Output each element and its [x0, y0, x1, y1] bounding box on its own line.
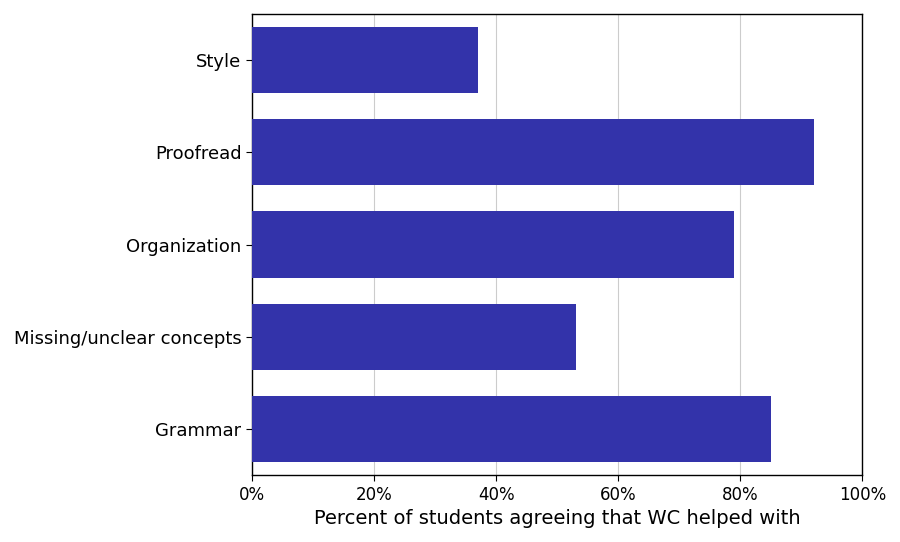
Bar	[252, 396, 771, 462]
Bar	[252, 304, 576, 370]
Bar	[252, 211, 734, 278]
X-axis label: Percent of students agreeing that WC helped with: Percent of students agreeing that WC hel…	[314, 509, 801, 528]
Bar	[252, 119, 814, 185]
Bar	[252, 27, 478, 93]
